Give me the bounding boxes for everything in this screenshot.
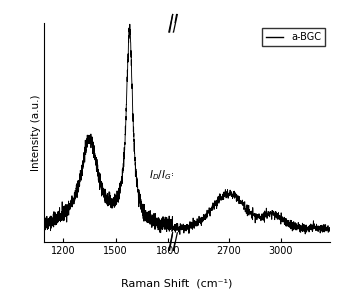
Text: $I_D$/$I_G$=0.42: $I_D$/$I_G$=0.42	[149, 168, 203, 182]
Text: Raman Shift  (cm⁻¹): Raman Shift (cm⁻¹)	[121, 278, 233, 288]
Y-axis label: Intensity (a.u.): Intensity (a.u.)	[31, 94, 41, 171]
Legend: a-BGC: a-BGC	[262, 28, 325, 46]
